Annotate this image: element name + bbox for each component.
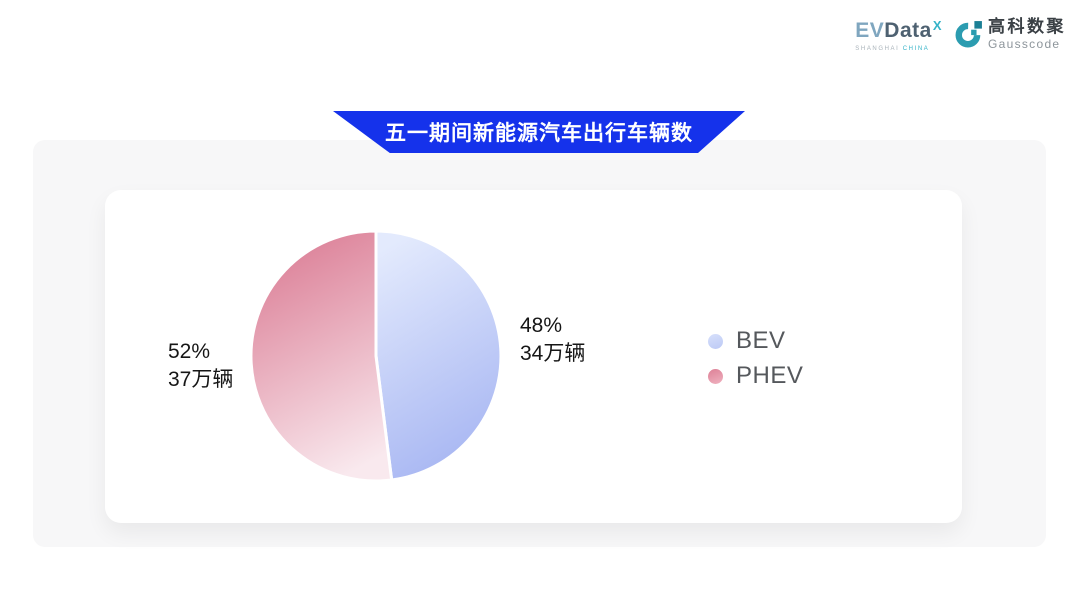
gausscode-g-icon: [955, 21, 982, 48]
evdata-tagline: SHANGHAI CHINA: [855, 46, 941, 52]
evdata-wordmark-data: Data: [884, 19, 932, 42]
evdata-wordmark-ev: EV: [855, 19, 885, 42]
pie-chart: [249, 229, 503, 483]
legend-label-phev: PHEV: [736, 362, 804, 389]
legend-dot-bev: [708, 333, 723, 349]
gausscode-logo: 高科数聚 Gausscode: [955, 17, 1066, 51]
gausscode-name-en: Gausscode: [988, 37, 1061, 51]
pie-slice-bev[interactable]: [374, 229, 503, 482]
bev-percent-label: 48%: [520, 314, 563, 337]
evdata-tagline-left: SHANGHAI: [855, 46, 900, 52]
phev-percent-label: 52%: [168, 340, 211, 363]
legend-item-bev[interactable]: BEV: [708, 327, 803, 355]
page-title: 五一期间新能源汽车出行车辆数: [385, 122, 693, 145]
chart-legend: BEV PHEV: [708, 327, 803, 390]
pie-slice-phev[interactable]: [249, 229, 394, 483]
title-banner: 五一期间新能源汽车出行车辆数: [333, 111, 745, 153]
pie-label-phev: 52% 37万辆: [168, 338, 233, 394]
legend-label-bev: BEV: [736, 327, 786, 354]
evdata-tagline-right: CHINA: [902, 46, 930, 52]
header-logos: EVDataX SHANGHAI CHINA 高科数聚 Gausscode: [855, 17, 1066, 52]
evdata-x-mark: X: [932, 18, 942, 33]
chart-card: 52% 37万辆 48% 34万辆 BEV PHEV: [105, 190, 962, 523]
pie-label-bev: 48% 34万辆: [520, 312, 585, 368]
legend-dot-phev: [708, 368, 723, 384]
evdata-wordmark: EVDataX: [855, 18, 942, 44]
gausscode-name-cn: 高科数聚: [988, 17, 1066, 36]
evdata-logo: EVDataX SHANGHAI CHINA: [855, 18, 942, 52]
phev-value-label: 37万辆: [168, 368, 234, 391]
bev-value-label: 34万辆: [520, 342, 586, 365]
legend-item-phev[interactable]: PHEV: [708, 362, 803, 390]
gausscode-text: 高科数聚 Gausscode: [988, 17, 1066, 51]
